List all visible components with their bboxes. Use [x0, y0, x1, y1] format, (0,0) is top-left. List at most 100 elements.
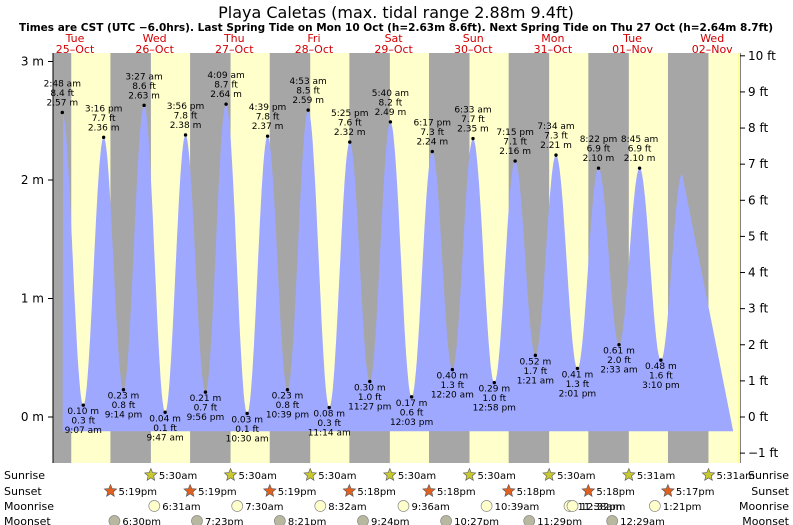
low-tide-label: 0.8 ft	[112, 401, 136, 411]
tide-point	[245, 411, 249, 416]
high-tide-label: 7:34 am	[537, 122, 574, 132]
high-tide-label: 4:39 pm	[249, 103, 287, 113]
tide-point	[533, 353, 538, 358]
low-tide-label: 0.6 ft	[400, 408, 424, 418]
tide-point	[203, 390, 208, 394]
left-axis-label: 0 m	[21, 410, 44, 424]
sunset-star-icon	[422, 483, 436, 497]
low-tide-label: 1.3 ft	[441, 381, 465, 391]
tide-labels: 2:48 am8.4 ft2.57 m0.10 m0.3 ft9:07 am3:…	[44, 71, 680, 444]
moonset-time: 9:24pm	[371, 517, 410, 525]
tide-point	[617, 343, 621, 347]
low-tide-label: 10:39 pm	[266, 411, 309, 421]
tide-point	[513, 159, 517, 163]
tide-point	[554, 153, 558, 157]
sunset-star-icon	[501, 483, 516, 497]
sunrise-star-icon	[701, 467, 716, 481]
day-header-date: 30–Oct	[454, 43, 493, 56]
moonset-icon	[523, 515, 536, 525]
day-header-date: 31–Oct	[534, 43, 573, 56]
tide-point	[596, 166, 601, 170]
tide-point	[121, 388, 126, 392]
sunset-time: 5:19pm	[198, 487, 237, 498]
sunrise-time: 5:30am	[478, 471, 516, 482]
moonset-icon	[191, 515, 203, 525]
left-axis-label: 1 m	[21, 292, 44, 306]
low-tide-label: 9:07 am	[65, 426, 102, 436]
day-header-date: 26–Oct	[135, 43, 174, 56]
row-label-right: Sunrise	[748, 469, 789, 482]
row-label-right: Moonrise	[739, 500, 789, 513]
day-header-dow: Fri	[307, 32, 320, 45]
low-tide-label: 0.7 ft	[194, 404, 218, 414]
low-tide-label: 1.7 ft	[524, 367, 548, 377]
moonset-time: 10:27pm	[454, 517, 499, 525]
low-tide-label: 1.0 ft	[358, 393, 382, 403]
high-tide-label: 7.7 ft	[92, 114, 116, 124]
sunrise-time: 5:30am	[159, 471, 197, 482]
sunset-time: 5:18pm	[596, 487, 635, 498]
high-tide-label: 2.10 m	[624, 154, 656, 164]
high-tide-label: 2.64 m	[210, 90, 242, 100]
high-tide-label: 8.7 ft	[214, 81, 238, 91]
high-tide-label: 8.5 ft	[296, 87, 320, 97]
low-tide-label: 1.6 ft	[649, 372, 673, 382]
tide-point	[450, 367, 455, 372]
row-label-left: Sunset	[4, 485, 42, 498]
sunset-star-icon	[342, 483, 357, 497]
moonset-time: 7:23pm	[205, 517, 244, 525]
sunrise-star-icon	[223, 467, 238, 481]
day-header-dow: Sat	[385, 32, 404, 45]
low-tide-label: 0.23 m	[108, 392, 140, 402]
tide-area	[62, 104, 734, 432]
tide-point	[101, 135, 106, 140]
tide-point	[306, 108, 310, 112]
day-header-dow: Sun	[463, 32, 484, 45]
sunset-time: 5:18pm	[357, 487, 396, 498]
high-tide-label: 2.63 m	[128, 91, 160, 101]
day-header-date: 01–Nov	[612, 43, 653, 56]
moonrise-icon	[480, 500, 493, 512]
low-tide-label: 12:20 am	[431, 391, 474, 401]
right-axis-label: 0 ft	[748, 410, 768, 424]
high-tide-label: 8.2 ft	[379, 98, 403, 108]
high-tide-label: 2.57 m	[46, 98, 78, 108]
tide-point	[388, 120, 393, 124]
low-tide-label: 0.40 m	[437, 372, 469, 382]
high-tide-label: 2.21 m	[540, 141, 572, 151]
day-header-dow: Tue	[65, 32, 85, 45]
sunrise-time: 5:30am	[239, 471, 277, 482]
moonrise-time: 12:32pm	[581, 502, 626, 513]
sunset-time: 5:19pm	[278, 487, 317, 498]
moonrise-time: 8:32am	[328, 502, 366, 513]
low-tide-label: 0.41 m	[562, 370, 594, 380]
sunset-time: 5:17pm	[676, 487, 715, 498]
day-header-dow: Thu	[223, 32, 245, 45]
high-tide-label: 2.35 m	[457, 125, 489, 135]
high-tide-label: 7.6 ft	[338, 119, 362, 129]
low-tide-label: 0.48 m	[645, 362, 677, 372]
low-tide-label: 1:21 am	[517, 376, 554, 386]
sunset-star-icon	[183, 483, 198, 497]
high-tide-label: 4:09 am	[207, 71, 244, 81]
high-tide-label: 2.10 m	[583, 154, 615, 164]
high-tide-label: 3:56 pm	[167, 102, 205, 112]
low-tide-label: 2.0 ft	[607, 356, 631, 366]
right-axis-label: 7 ft	[748, 157, 768, 171]
row-label-right: Moonset	[742, 515, 789, 525]
high-tide-label: 7.8 ft	[174, 111, 198, 121]
high-tide-label: 2.36 m	[88, 123, 120, 133]
high-tide-label: 7.7 ft	[461, 115, 485, 125]
high-tide-label: 2.59 m	[292, 96, 324, 106]
high-tide-label: 6:33 am	[454, 106, 491, 116]
low-tide-label: 11:27 pm	[348, 402, 391, 412]
tide-point	[60, 110, 64, 115]
tide-point	[368, 379, 372, 384]
low-tide-label: 0.29 m	[478, 385, 510, 395]
right-axis-label: 8 ft	[748, 121, 768, 135]
low-tide-label: 0.3 ft	[71, 417, 95, 427]
tide-point	[163, 410, 167, 414]
high-tide-label: 4:53 am	[289, 77, 326, 87]
high-tide-label: 7.1 ft	[503, 138, 527, 148]
